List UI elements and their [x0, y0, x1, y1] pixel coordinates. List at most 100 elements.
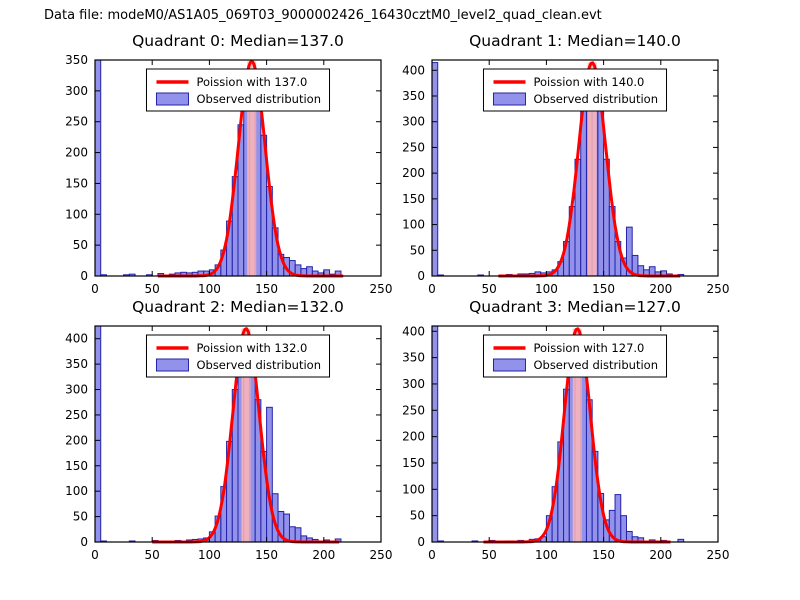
y-tick-label: 350 [402, 351, 425, 365]
x-tick-label: 150 [592, 282, 615, 296]
x-tick-label: 250 [370, 282, 393, 296]
legend: Poission with 140.0 Observed distribution [482, 68, 668, 112]
y-tick-label: 350 [65, 54, 88, 67]
x-tick-label: 100 [535, 282, 558, 296]
y-tick-label: 400 [402, 63, 425, 77]
plot-quadrant-2: 0 50 100 150 200 250 0 50 100 150 200 250 300 350 400 P… [65, 325, 393, 562]
x-tick-label: 0 [91, 282, 99, 296]
y-tick-label: 200 [65, 433, 88, 447]
subplot-title-quadrant-2: Quadrant 2: Median=132.0 [132, 298, 344, 316]
x-tick-label: 200 [312, 548, 335, 562]
subplot-quadrant-3: Quadrant 3: Median=127.0 0 50 100 150 200 250… [387, 294, 732, 574]
histogram-bar [294, 527, 302, 543]
tick-marks [431, 60, 719, 277]
y-tick-label: 350 [402, 89, 425, 103]
x-tick-label: 50 [145, 282, 160, 296]
y-tick-label: 100 [65, 207, 88, 221]
y-tick-label: 300 [402, 115, 425, 129]
subplot-quadrant-0: Quadrant 0: Median=137.0 0 50 100 150 200 250… [50, 28, 395, 308]
x-tick-label: 150 [592, 548, 615, 562]
legend-label-curve: Poission with 137.0 [196, 75, 307, 89]
y-tick-label: 100 [402, 482, 425, 496]
histogram-bar [614, 494, 622, 543]
x-tick-label: 250 [707, 282, 730, 296]
fit-peak-band [241, 328, 251, 542]
legend-label-curve: Poission with 132.0 [196, 341, 307, 355]
tick-marks [431, 326, 719, 543]
legend-bar-swatch [155, 358, 189, 372]
histogram-bar [431, 325, 439, 543]
y-tick-label: 350 [65, 357, 88, 371]
y-tick-label: 250 [402, 140, 425, 154]
histogram-bar [620, 515, 627, 543]
legend-bar-swatch [492, 358, 526, 372]
y-tick-label: 50 [73, 510, 88, 524]
y-tick-label: 150 [65, 176, 88, 190]
legend-label-bars: Observed distribution [533, 358, 658, 372]
y-tick-label: 0 [417, 269, 425, 283]
plot-quadrant-0: 0 50 100 150 200 250 0 50 100 150 200 250 300 350 Pois… [65, 54, 393, 296]
y-tick-label: 100 [402, 218, 425, 232]
plot-quadrant-1: 0 50 100 150 200 250 0 50 100 150 200 250 300 350 400 P… [402, 59, 730, 296]
x-tick-label: 250 [707, 548, 730, 562]
x-tick-label: 150 [255, 282, 278, 296]
subplot-quadrant-2: Quadrant 2: Median=132.0 0 50 100 150 200 250… [50, 294, 395, 574]
y-tick-label: 50 [73, 238, 88, 252]
histogram-bar [597, 110, 605, 277]
y-tick-label: 300 [65, 84, 88, 98]
y-tick-label: 150 [402, 456, 425, 470]
x-tick-label: 0 [91, 548, 99, 562]
y-tick-label: 300 [402, 377, 425, 391]
subplot-title-quadrant-0: Quadrant 0: Median=137.0 [132, 32, 344, 50]
axes-box [431, 59, 719, 277]
y-tick-label: 0 [417, 535, 425, 549]
y-tick-label: 50 [410, 509, 425, 523]
histogram-bar [288, 526, 296, 543]
y-tick-label: 250 [65, 115, 88, 129]
y-tick-label: 50 [410, 243, 425, 257]
x-tick-label: 100 [198, 282, 221, 296]
y-tick-label: 300 [65, 383, 88, 397]
legend-bar-swatch [492, 92, 526, 106]
fit-peak-band [587, 62, 597, 276]
y-tick-label: 150 [402, 192, 425, 206]
histogram-bar [94, 59, 102, 277]
x-tick-label: 200 [312, 282, 335, 296]
x-tick-label: 50 [145, 548, 160, 562]
axes-box [94, 59, 382, 277]
y-tick-label: 100 [65, 484, 88, 498]
legend-label-curve: Poission with 140.0 [533, 75, 644, 89]
subplot-title-quadrant-3: Quadrant 3: Median=127.0 [469, 298, 681, 316]
x-tick-label: 100 [535, 548, 558, 562]
histogram-bar [580, 110, 587, 277]
plot-quadrant-3: 0 50 100 150 200 250 0 50 100 150 200 250 300 350 400 P… [402, 324, 730, 562]
y-tick-label: 400 [402, 324, 425, 338]
y-tick-label: 200 [402, 166, 425, 180]
axes-box [94, 325, 382, 543]
x-tick-label: 0 [428, 282, 436, 296]
legend-bar-swatch [155, 92, 189, 106]
histogram-bar [431, 62, 439, 277]
histogram-bar [94, 325, 102, 543]
x-tick-label: 200 [649, 282, 672, 296]
x-tick-label: 200 [649, 548, 672, 562]
x-tick-label: 50 [482, 548, 497, 562]
fit-peak-band [247, 61, 257, 277]
y-tick-label: 200 [402, 430, 425, 444]
y-tick-label: 250 [65, 408, 88, 422]
y-tick-label: 0 [80, 535, 88, 549]
x-tick-label: 100 [198, 548, 221, 562]
x-tick-label: 150 [255, 548, 278, 562]
legend-label-bars: Observed distribution [196, 358, 321, 372]
figure-title: Data file: modeM0/AS1A05_069T03_90000024… [44, 8, 602, 23]
y-tick-label: 200 [65, 146, 88, 160]
x-tick-label: 50 [482, 282, 497, 296]
subplot-quadrant-1: Quadrant 1: Median=140.0 0 50 100 150 200 250… [387, 28, 732, 308]
legend-box [482, 334, 668, 378]
legend-label-bars: Observed distribution [196, 92, 321, 106]
legend: Poission with 137.0 Observed distribution [145, 68, 331, 112]
x-tick-label: 250 [370, 548, 393, 562]
tick-marks [94, 59, 382, 277]
y-tick-label: 0 [80, 269, 88, 283]
